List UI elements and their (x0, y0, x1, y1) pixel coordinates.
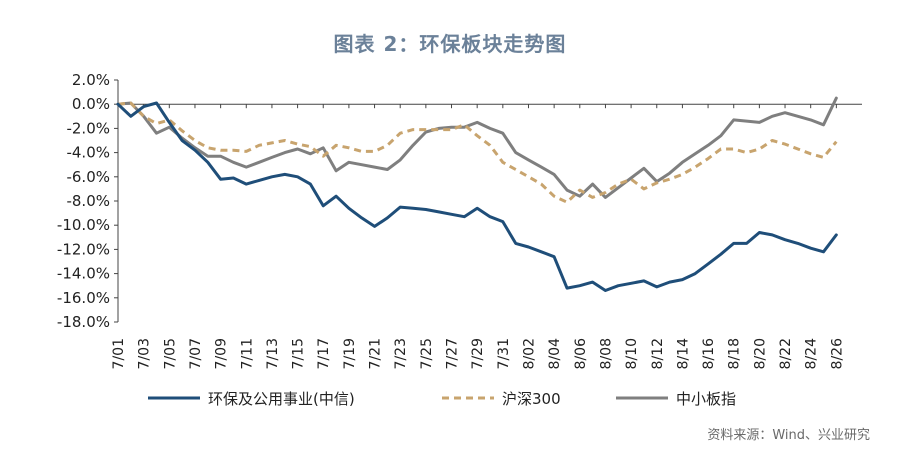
y-tick-label: 2.0% (72, 71, 110, 89)
y-tick-label: -10.0% (57, 216, 110, 234)
x-tick-label: 8/18 (727, 338, 743, 369)
x-tick-label: 7/25 (419, 338, 435, 369)
y-axis: 2.0% 0.0% -2.0% -4.0% -6.0% -8.0% -10.0% -12.0%… (57, 71, 119, 331)
x-tick-label: 8/06 (573, 338, 589, 370)
y-tick-label: -2.0% (66, 119, 110, 137)
x-tick-label: 7/31 (496, 338, 512, 369)
x-tick-label: 7/09 (214, 338, 230, 369)
legend-label-2: 中小板指 (676, 390, 736, 408)
x-tick-label: 7/03 (137, 338, 153, 369)
x-tick-label: 8/24 (804, 338, 820, 370)
x-tick-label: 8/02 (521, 338, 537, 369)
x-axis: 7/01 7/03 7/05 7/07 7/09 7/11 7/13 7/15 7/17 7/19… (111, 103, 862, 370)
legend-label-0: 环保及公用事业(中信) (208, 390, 355, 408)
x-tick-label: 8/26 (829, 338, 845, 370)
x-tick-label: 7/29 (470, 338, 486, 369)
series-line-2 (116, 96, 838, 199)
x-tick-label: 7/11 (239, 338, 255, 369)
y-tick-label: -18.0% (57, 313, 110, 331)
series-line-1 (117, 101, 838, 204)
legend: 环保及公用事业(中信) 沪深300 中小板指 (148, 390, 736, 408)
x-tick-label: 8/12 (650, 338, 666, 369)
x-tick-label: 7/21 (368, 338, 384, 369)
x-tick-label: 7/23 (393, 338, 409, 369)
x-tick-label: 7/05 (162, 338, 178, 369)
x-tick-label: 7/13 (265, 338, 281, 369)
x-tick-label: 7/01 (111, 338, 127, 369)
y-tick-label: -12.0% (57, 240, 110, 258)
x-tick-label: 7/15 (291, 338, 307, 369)
y-tick-label: 0.0% (72, 95, 110, 113)
x-tick-label: 8/22 (778, 338, 794, 369)
y-tick-label: -6.0% (66, 168, 110, 186)
x-tick-label: 8/04 (547, 338, 563, 370)
x-tick-label: 8/16 (701, 338, 717, 370)
x-tick-label: 8/10 (624, 338, 640, 369)
series-line-0 (116, 101, 838, 292)
y-tick-label: -8.0% (66, 192, 110, 210)
x-tick-label: 7/27 (445, 338, 461, 369)
series-layer (116, 96, 838, 292)
x-tick-label: 7/07 (188, 338, 204, 369)
x-tick-label: 7/19 (342, 338, 358, 369)
x-tick-label: 8/20 (752, 338, 768, 369)
source-note: 资料来源：Wind、兴业研究 (707, 428, 870, 443)
chart-title: 图表 2：环保板块走势图 (333, 32, 567, 56)
y-tick-label: -16.0% (57, 289, 110, 307)
y-tick-label: -14.0% (57, 265, 110, 283)
y-tick-label: -4.0% (66, 144, 110, 162)
x-tick-label: 7/17 (316, 338, 332, 369)
x-tick-label: 8/14 (675, 338, 691, 370)
x-tick-label: 8/08 (598, 338, 614, 369)
legend-label-1: 沪深300 (502, 390, 561, 408)
